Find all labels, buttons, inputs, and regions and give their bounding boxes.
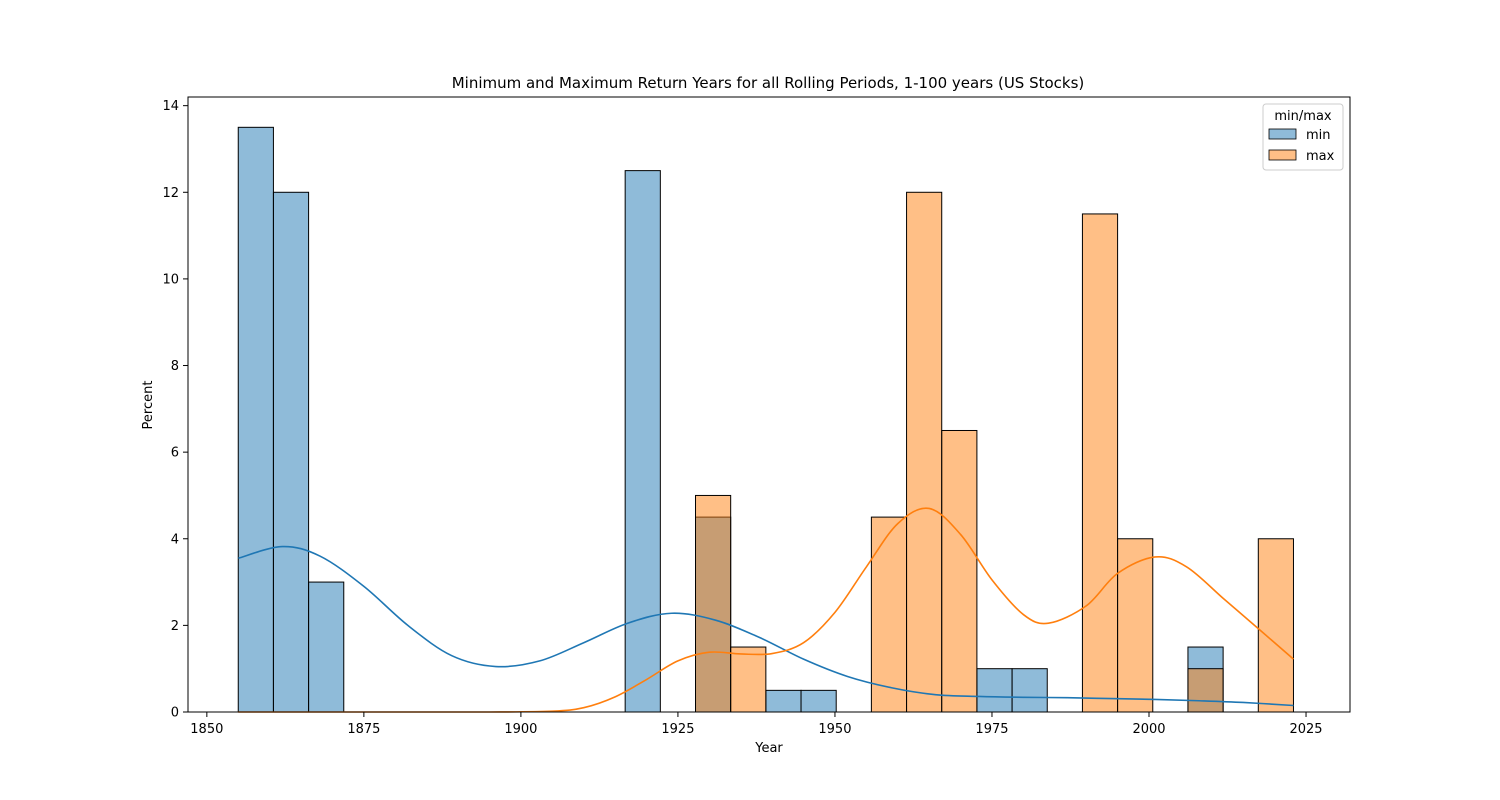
legend-swatch-max bbox=[1268, 149, 1297, 161]
legend: min/max min max bbox=[1262, 103, 1344, 171]
kde-line-max bbox=[238, 507, 1294, 713]
bar-min-0 bbox=[237, 126, 274, 713]
bar-max-25 bbox=[1117, 538, 1154, 713]
x-tick-label-1975: 1975 bbox=[975, 722, 1008, 737]
x-tick-label-1950: 1950 bbox=[818, 722, 851, 737]
x-tick-label-1900: 1900 bbox=[504, 722, 537, 737]
x-tick-label-1875: 1875 bbox=[347, 722, 380, 737]
bar-min-2 bbox=[308, 581, 345, 713]
bar-max-19 bbox=[906, 191, 943, 713]
legend-label-min: min bbox=[1306, 128, 1331, 143]
kde-line-min bbox=[238, 545, 1294, 707]
y-tick-label-4: 4 bbox=[171, 532, 179, 547]
legend-title: min/max bbox=[1274, 109, 1332, 124]
bar-max-13 bbox=[695, 494, 732, 713]
y-tick-label-14: 14 bbox=[162, 99, 179, 114]
bar-max-14 bbox=[730, 646, 767, 713]
bar-max-29 bbox=[1257, 538, 1294, 713]
bar-max-18 bbox=[870, 516, 908, 713]
y-tick-label-2: 2 bbox=[171, 619, 179, 634]
plot-frame bbox=[187, 96, 1351, 713]
y-tick-label-6: 6 bbox=[171, 446, 179, 461]
y-tick-label-0: 0 bbox=[171, 706, 179, 721]
legend-label-max: max bbox=[1306, 149, 1335, 164]
bar-min-11 bbox=[624, 170, 661, 713]
x-tick-label-1850: 1850 bbox=[190, 722, 223, 737]
y-tick-label-10: 10 bbox=[162, 272, 179, 287]
bar-min-21 bbox=[976, 668, 1013, 713]
bar-max-27 bbox=[1187, 668, 1224, 713]
bar-min-1 bbox=[272, 191, 310, 713]
bar-min-15 bbox=[765, 689, 802, 713]
y-axis-label: Percent bbox=[141, 381, 156, 430]
bar-min-22 bbox=[1011, 668, 1048, 713]
legend-swatch-min bbox=[1268, 128, 1297, 140]
bar-max-24 bbox=[1081, 213, 1119, 713]
bar-min-16 bbox=[800, 689, 837, 713]
x-tick-label-1925: 1925 bbox=[661, 722, 694, 737]
x-tick-label-2000: 2000 bbox=[1132, 722, 1165, 737]
x-axis-label: Year bbox=[754, 741, 783, 756]
y-tick-label-12: 12 bbox=[162, 186, 179, 201]
y-tick-label-8: 8 bbox=[171, 359, 179, 374]
chart-title: Minimum and Maximum Return Years for all… bbox=[452, 74, 1085, 92]
x-tick-label-2025: 2025 bbox=[1289, 722, 1322, 737]
bar-max-20 bbox=[941, 429, 978, 713]
